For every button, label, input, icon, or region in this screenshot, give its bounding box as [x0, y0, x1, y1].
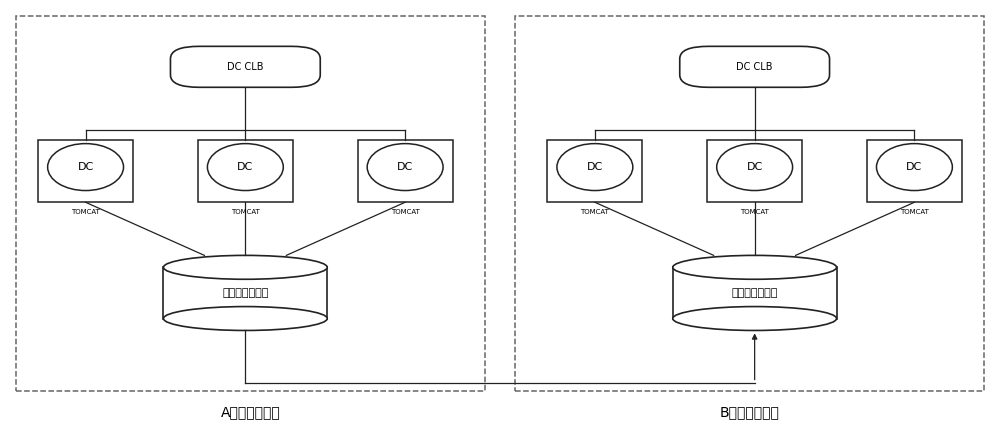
Bar — [163, 268, 327, 318]
Ellipse shape — [163, 256, 327, 279]
Ellipse shape — [163, 306, 327, 330]
Text: TOMCAT: TOMCAT — [580, 209, 609, 215]
Bar — [38, 140, 133, 202]
Ellipse shape — [557, 144, 633, 190]
Ellipse shape — [717, 144, 793, 190]
Bar — [198, 140, 293, 202]
Ellipse shape — [207, 144, 283, 190]
Ellipse shape — [876, 144, 952, 190]
Ellipse shape — [673, 256, 837, 279]
Bar — [515, 16, 984, 391]
Text: TOMCAT: TOMCAT — [900, 209, 929, 215]
Ellipse shape — [48, 144, 124, 190]
Text: TOMCAT: TOMCAT — [231, 209, 260, 215]
Text: 业务规则数据库: 业务规则数据库 — [731, 288, 778, 298]
Text: TOMCAT: TOMCAT — [391, 209, 420, 215]
Text: DC: DC — [397, 162, 413, 172]
Text: DC: DC — [77, 162, 94, 172]
Bar — [358, 140, 453, 202]
Text: DC: DC — [587, 162, 603, 172]
Text: DC: DC — [237, 162, 253, 172]
Bar — [547, 140, 642, 202]
Ellipse shape — [673, 306, 837, 330]
Text: DC CLB: DC CLB — [736, 62, 773, 72]
Text: DC CLB: DC CLB — [227, 62, 264, 72]
Bar — [867, 140, 962, 202]
Bar — [16, 16, 485, 391]
Text: 业务规则数据库: 业务规则数据库 — [222, 288, 269, 298]
Text: A数据处理中心: A数据处理中心 — [220, 405, 280, 419]
Bar — [707, 140, 802, 202]
Text: DC: DC — [747, 162, 763, 172]
Text: DC: DC — [906, 162, 923, 172]
Text: B数据处理中心: B数据处理中心 — [720, 405, 780, 419]
Ellipse shape — [367, 144, 443, 190]
Bar — [673, 268, 837, 318]
Text: TOMCAT: TOMCAT — [71, 209, 100, 215]
FancyBboxPatch shape — [680, 46, 830, 87]
Text: TOMCAT: TOMCAT — [740, 209, 769, 215]
FancyBboxPatch shape — [170, 46, 320, 87]
